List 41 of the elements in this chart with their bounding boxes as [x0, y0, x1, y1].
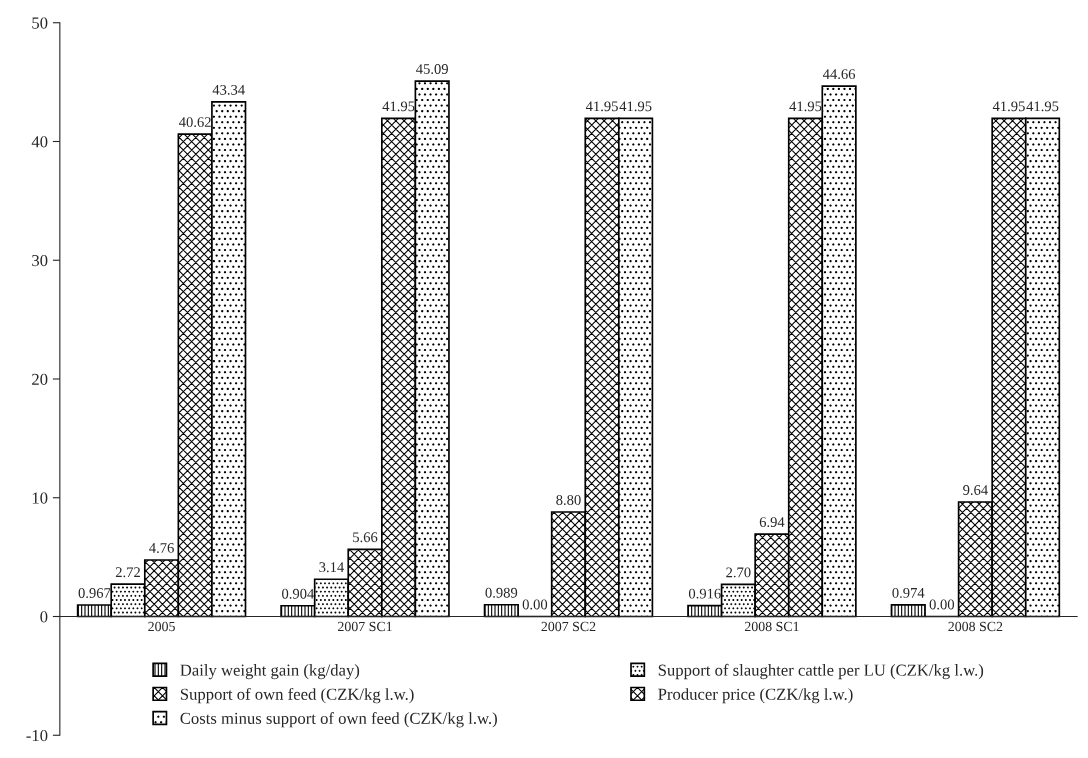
- y-tick-label: 50: [32, 17, 48, 29]
- data-label: 41.95: [992, 101, 1025, 112]
- data-label: 41.95: [619, 101, 652, 112]
- data-label: 45.09: [416, 64, 448, 74]
- data-label: 40.62: [179, 117, 211, 128]
- data-label: 5.66: [353, 532, 378, 543]
- data-label: 0.00: [522, 599, 548, 610]
- data-label: 2.70: [726, 567, 751, 578]
- y-tick-label: 0: [40, 611, 48, 623]
- data-label: 0.974: [892, 587, 925, 598]
- legend-label: Daily weight gain (kg/day): [180, 664, 360, 680]
- legend-label: Producer price (CZK/kg l.w.): [658, 688, 853, 704]
- data-label: 6.94: [759, 517, 785, 528]
- y-tick-label: 30: [32, 254, 48, 267]
- x-tick-label: 2008 SC2: [948, 621, 1003, 632]
- y-tick-label: 20: [32, 373, 48, 385]
- data-label: 44.66: [822, 69, 856, 80]
- data-label: 0.916: [688, 588, 721, 599]
- legend-label: Support of slaughter cattle per LU (CZK/kg l.w.): [658, 663, 984, 680]
- y-tick-label: 40: [31, 136, 48, 148]
- legend-label: Support of own feed (CZK/kg l.w.): [180, 687, 414, 704]
- data-label: 3.14: [319, 562, 344, 573]
- x-tick-label: 2005: [148, 621, 175, 632]
- x-tick-label: 2008 SC1: [744, 621, 799, 632]
- data-label: 41.95: [382, 101, 415, 112]
- legend-label: Costs minus support of own feed (CZK/kg l.w.): [180, 712, 497, 728]
- data-label: 8.80: [556, 495, 581, 505]
- y-tick-label: -10: [26, 729, 48, 742]
- data-label: 41.95: [585, 101, 618, 112]
- x-tick-label: 2007 SC2: [541, 621, 596, 632]
- data-label: 0.989: [485, 587, 518, 598]
- data-label: 43.34: [212, 84, 245, 95]
- data-label: 2.72: [115, 567, 140, 578]
- x-tick-label: 2007 SC1: [338, 621, 392, 632]
- data-label: 4.76: [149, 543, 174, 553]
- y-tick-label: 10: [32, 492, 48, 504]
- data-label: 41.95: [1026, 101, 1059, 112]
- data-label: 0.904: [282, 588, 315, 599]
- data-label: 9.64: [963, 485, 988, 495]
- bar: [890, 604, 926, 618]
- data-label: 0.00: [929, 599, 955, 610]
